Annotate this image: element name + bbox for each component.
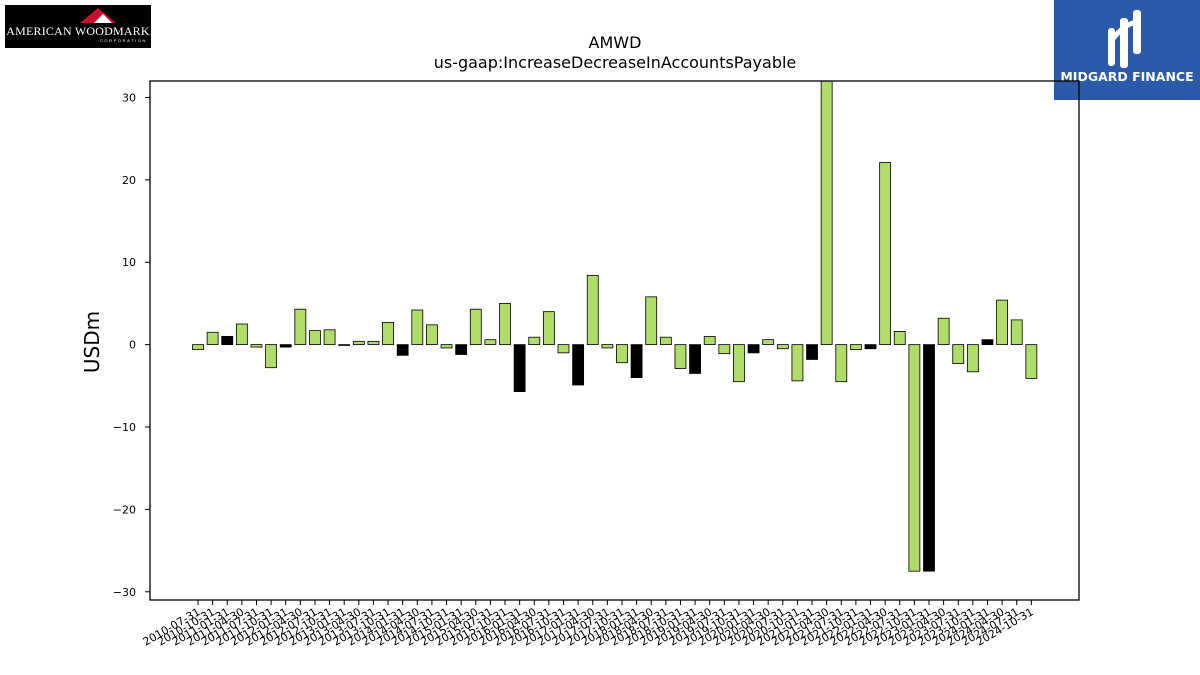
y-axis: −30 −20 −10 0 10 20 30 — [113, 91, 150, 599]
y-tick-label: 30 — [122, 91, 136, 104]
bar-2014-04-30 — [411, 309, 424, 346]
bar-2014-07-31 — [426, 324, 438, 346]
bar-2023-01-31 — [923, 344, 935, 572]
bar-2017-01-31 — [572, 344, 585, 386]
y-axis-label: USDm — [80, 311, 104, 373]
bar-2019-07-31 — [718, 344, 731, 355]
bar-2016-07-31 — [542, 311, 555, 346]
bar-2018-01-31 — [630, 344, 643, 378]
y-tick-label: 10 — [122, 256, 136, 269]
y-tick-label: −20 — [113, 503, 136, 516]
bar-2011-01-31 — [221, 335, 234, 346]
bar-2013-10-31 — [382, 321, 394, 346]
bar-2020-01-31 — [747, 344, 760, 354]
bar-2016-01-31 — [513, 344, 526, 392]
bar-2016-04-30 — [528, 336, 541, 346]
bar-2023-07-31 — [952, 344, 965, 364]
bar-2015-10-31 — [499, 303, 511, 346]
y-tick-label: 20 — [122, 174, 136, 187]
american-woodmark-logo: AMERICAN WOODMARK CORPORATION — [5, 5, 151, 48]
bar-2015-07-31 — [484, 339, 497, 346]
bar-2021-01-31 — [806, 344, 818, 360]
bar-2017-07-31 — [601, 344, 614, 349]
bar-2021-07-31 — [835, 344, 848, 383]
bar-2023-10-31 — [966, 344, 979, 373]
chart-title: AMWD — [589, 33, 642, 52]
bar-2022-07-31 — [893, 331, 906, 346]
bar-2023-04-30 — [937, 317, 950, 346]
plot-frame — [149, 80, 1080, 601]
bar-2024-01-31 — [981, 339, 994, 346]
bar-2022-01-31 — [864, 344, 877, 350]
chart-subtitle: us-gaap:IncreaseDecreaseInAccountsPayabl… — [434, 53, 797, 72]
midgard-finance-logo: MIDGARD FINANCE — [1054, 0, 1200, 100]
bar-2011-04-30 — [235, 323, 248, 346]
bar-2013-04-30 — [352, 340, 365, 346]
bar-2010-07-31 — [192, 344, 204, 350]
bar-2013-01-31 — [338, 344, 351, 346]
y-tick-label: 0 — [129, 339, 136, 352]
bar-2014-01-31 — [396, 344, 409, 356]
bar-2018-04-30 — [645, 296, 658, 346]
y-tick-label: −10 — [113, 421, 136, 434]
bar-2024-04-30 — [996, 299, 1008, 346]
bar-2015-04-30 — [469, 308, 482, 346]
bar-2020-04-30 — [762, 339, 775, 346]
bar-2011-10-31 — [265, 344, 278, 369]
bar-2019-04-30 — [703, 335, 716, 346]
y-tick-label: −30 — [113, 586, 136, 599]
bar-2021-04-30 — [820, 80, 833, 346]
roof-icon — [80, 8, 116, 23]
bar-2018-07-31 — [659, 336, 672, 346]
bar-2017-10-31 — [616, 344, 628, 364]
x-axis: 2010-07-312010-10-312011-01-312011-04-30… — [141, 600, 1036, 649]
bar-2022-10-31 — [908, 344, 921, 572]
bar-2022-04-30 — [879, 162, 892, 346]
bar-2017-04-30 — [586, 275, 599, 346]
bar-2010-10-31 — [206, 331, 219, 346]
bar-2012-07-31 — [309, 330, 321, 346]
bars-layer — [192, 80, 1038, 572]
bar-2020-07-31 — [776, 344, 789, 350]
left-logo-subtext: CORPORATION — [99, 38, 147, 43]
right-logo-wordmark: MIDGARD FINANCE — [1060, 69, 1194, 84]
bar-2024-10-31 — [1025, 344, 1038, 379]
midgard-mark-icon — [1108, 10, 1141, 68]
bar-2024-07-31 — [1010, 319, 1023, 346]
bar-2012-04-30 — [294, 308, 307, 346]
bar-2016-10-31 — [557, 344, 570, 354]
bar-2011-07-31 — [250, 344, 263, 348]
bar-2012-10-31 — [323, 329, 336, 346]
bar-2018-10-31 — [674, 344, 687, 369]
bar-2019-01-31 — [689, 344, 701, 374]
bar-2019-10-31 — [733, 344, 745, 383]
left-logo-wordmark: AMERICAN WOODMARK — [6, 24, 150, 38]
bar-2015-01-31 — [455, 344, 468, 355]
bar-2021-10-31 — [850, 344, 862, 350]
bar-2012-01-31 — [279, 344, 292, 348]
bar-2020-10-31 — [791, 344, 804, 382]
bar-2013-07-31 — [367, 340, 380, 346]
bar-2014-10-31 — [440, 344, 453, 349]
